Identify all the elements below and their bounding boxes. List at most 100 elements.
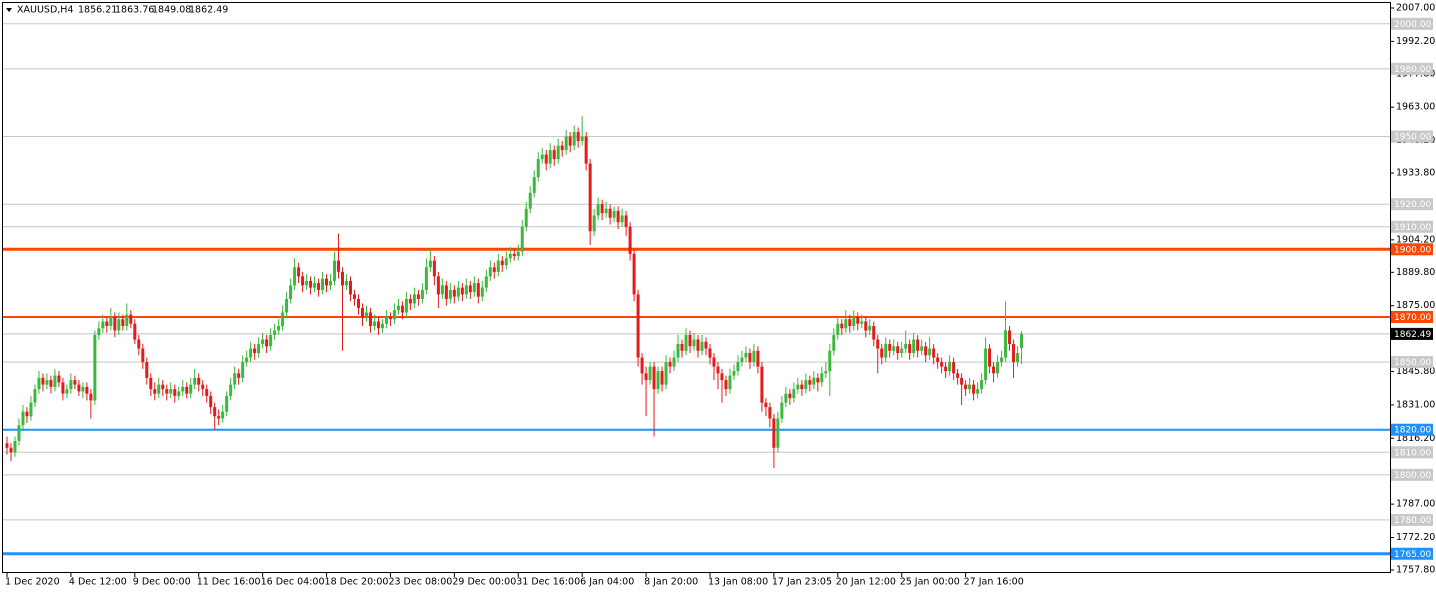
candle-body <box>548 150 552 164</box>
candle-body <box>17 425 21 442</box>
candle-body <box>460 287 464 295</box>
candle-body <box>888 344 892 351</box>
candle-body <box>912 339 916 354</box>
candle-body <box>876 339 880 349</box>
candle-body <box>313 283 317 288</box>
candle-body <box>708 348 712 358</box>
candle-body <box>117 319 121 331</box>
candle-body <box>960 377 964 385</box>
candle-body <box>984 348 988 381</box>
candle-body <box>724 380 728 390</box>
candle-body <box>281 312 285 326</box>
y-tick-label: 1933.80 <box>1396 168 1435 179</box>
candle-body <box>1000 357 1004 363</box>
candle-body <box>828 350 832 372</box>
level-tag <box>1391 220 1433 233</box>
candle-body <box>512 253 516 257</box>
candle-body <box>760 366 764 403</box>
candle-body <box>648 366 652 381</box>
x-tick-label: 23 Dec 08:00 <box>388 577 452 588</box>
x-tick-label: 4 Dec 12:00 <box>69 577 127 588</box>
candle-body <box>840 323 844 329</box>
candle-body <box>249 348 253 358</box>
y-tick-label: 2007.00 <box>1396 3 1435 14</box>
candle-body <box>680 344 684 351</box>
candle-body <box>576 132 580 142</box>
y-tick-label: 1831.00 <box>1396 399 1435 410</box>
candle-body <box>628 226 632 254</box>
candle-body <box>932 348 936 358</box>
candle-body <box>97 328 101 336</box>
candle-body <box>560 145 564 151</box>
candle-body <box>209 395 213 408</box>
y-tick-label: 1845.80 <box>1396 366 1435 377</box>
candle-body <box>788 393 792 399</box>
candle-body <box>73 380 77 385</box>
candle-body <box>860 321 864 324</box>
level-tag <box>1391 243 1433 256</box>
candle-body <box>65 389 69 394</box>
header-arrow[interactable] <box>6 8 12 12</box>
candle-body <box>868 325 872 331</box>
candle-body <box>748 353 752 363</box>
candle-body <box>380 323 384 329</box>
candle-body <box>520 226 524 252</box>
x-tick-label: 13 Jan 08:00 <box>708 577 768 588</box>
level-label: 1850.00 <box>1394 358 1431 368</box>
candle-body <box>508 253 512 259</box>
candle-body <box>388 316 392 320</box>
header-low: 1849.08 <box>152 5 191 16</box>
candle-body <box>33 389 37 403</box>
candle-body <box>169 389 173 394</box>
candle-body <box>464 285 468 295</box>
candle-body <box>668 362 672 367</box>
candle-body <box>1016 353 1020 363</box>
candle-body <box>496 260 500 272</box>
candle-body <box>37 377 41 390</box>
candle-body <box>504 258 508 266</box>
candle-body <box>476 283 480 297</box>
candle-body <box>129 314 133 324</box>
y-tick-label: 1787.00 <box>1396 499 1435 510</box>
price-label: 1862.49 <box>1394 330 1431 340</box>
candle-body <box>684 335 688 351</box>
candle-body <box>976 389 980 394</box>
candle-body <box>624 215 628 227</box>
candle-body <box>197 377 201 385</box>
candle-body <box>484 276 488 288</box>
candle-body <box>864 321 868 331</box>
candle-body <box>444 285 448 299</box>
candle-body <box>77 384 81 392</box>
candle-body <box>345 280 349 286</box>
candle-body <box>672 357 676 367</box>
candle-body <box>1020 333 1024 349</box>
level-tag <box>1391 468 1433 481</box>
x-tick-label: 31 Dec 16:00 <box>516 577 580 588</box>
x-tick-label: 1 Dec 2020 <box>5 577 60 588</box>
candle-body <box>297 267 301 277</box>
candle-body <box>968 384 972 390</box>
candle-body <box>916 339 920 351</box>
candle-body <box>113 316 117 331</box>
price-tag <box>1391 327 1433 340</box>
candle-body <box>352 294 356 299</box>
candle-body <box>800 384 804 390</box>
level-label: 1800.00 <box>1394 471 1431 481</box>
candle-body <box>121 319 125 326</box>
candle-body <box>716 366 720 374</box>
candle-body <box>356 298 360 308</box>
header-high: 1863.76 <box>115 5 154 16</box>
candle-body <box>492 267 496 272</box>
y-tick-label: 1889.80 <box>1396 267 1435 278</box>
candle-body <box>696 339 700 351</box>
candle-body <box>636 294 640 358</box>
candle-body <box>337 260 341 272</box>
candle-body <box>85 386 89 394</box>
level-tag <box>1391 513 1433 526</box>
x-tick-label: 8 Jan 20:00 <box>644 577 698 588</box>
candle-body <box>956 373 960 378</box>
candle-body <box>213 407 217 417</box>
candle-body <box>824 371 828 374</box>
candle-body <box>29 402 33 417</box>
candle-body <box>564 136 568 151</box>
